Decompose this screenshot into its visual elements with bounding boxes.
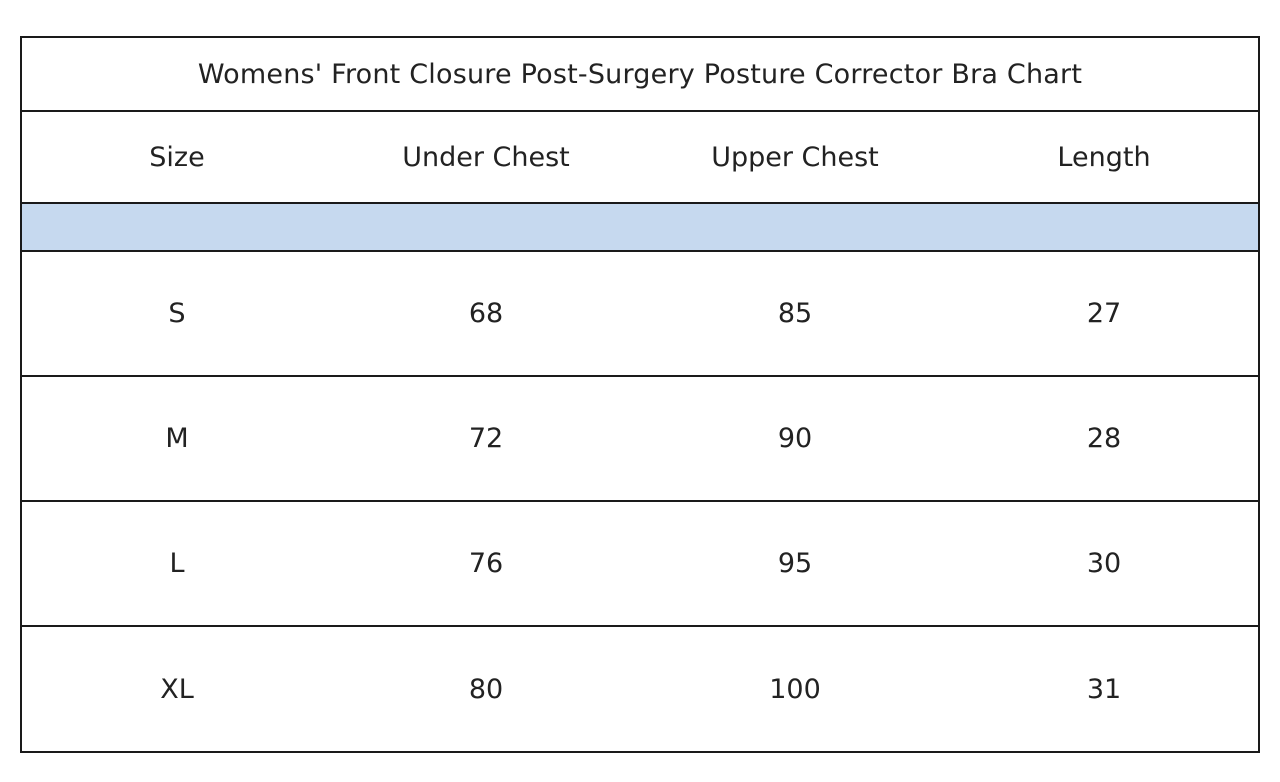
table-cell-length: 28 [1086, 423, 1122, 454]
table-cell-size: M [165, 423, 189, 454]
table-cell-under-chest: 68 [468, 298, 504, 329]
table-cell-length: 30 [1086, 548, 1122, 579]
table-cell-upper-chest: 85 [777, 298, 813, 329]
table-cell-under-chest: 76 [468, 548, 504, 579]
table-cell-size: S [168, 298, 186, 329]
table-cell-size: XL [160, 674, 194, 705]
table-row: M 72 90 28 [22, 377, 1258, 502]
table-cell-under-chest: 80 [468, 674, 504, 705]
table-row: S 68 85 27 [22, 252, 1258, 377]
table-row: XL 80 100 31 [22, 627, 1258, 752]
column-header-upper-chest: Upper Chest [711, 141, 879, 173]
table-row: L 76 95 30 [22, 502, 1258, 627]
table-header-row: Size Under Chest Upper Chest Length [22, 112, 1258, 204]
table-cell-upper-chest: 100 [769, 674, 821, 705]
column-header-size: Size [149, 141, 205, 173]
column-header-length: Length [1057, 141, 1151, 173]
column-header-under-chest: Under Chest [402, 141, 570, 173]
table-cell-under-chest: 72 [468, 423, 504, 454]
table-cell-length: 31 [1086, 674, 1122, 705]
table-cell-upper-chest: 90 [777, 423, 813, 454]
table-title: Womens' Front Closure Post-Surgery Postu… [197, 58, 1083, 90]
table-title-row: Womens' Front Closure Post-Surgery Postu… [22, 38, 1258, 112]
size-chart-table: Womens' Front Closure Post-Surgery Postu… [20, 36, 1260, 753]
table-cell-size: L [169, 548, 185, 579]
table-cell-upper-chest: 95 [777, 548, 813, 579]
header-separator-band [22, 204, 1258, 252]
table-cell-length: 27 [1086, 298, 1122, 329]
